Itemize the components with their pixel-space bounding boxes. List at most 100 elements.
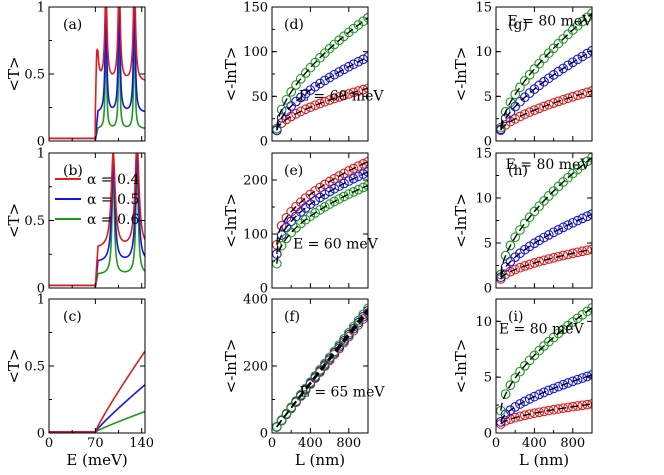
y-tick-label: 400	[243, 293, 268, 308]
data-point	[577, 373, 588, 383]
data-point	[577, 88, 588, 99]
data-point	[510, 402, 521, 412]
x-tick-label: 0	[45, 436, 53, 451]
data-point	[310, 208, 321, 218]
panel-e: 0 100 200 (e) E = 60 meV <-lnT>	[222, 152, 379, 297]
data-point	[563, 378, 573, 388]
data-point	[305, 199, 316, 210]
y-axis-label: <-lnT>	[222, 339, 240, 394]
data-point	[281, 233, 292, 244]
data-point	[329, 93, 340, 104]
data-point	[291, 108, 301, 119]
y-tick-label: 200	[243, 174, 268, 189]
data-point	[319, 96, 330, 107]
data-point	[519, 410, 530, 421]
data-point	[305, 102, 316, 113]
data-point	[534, 58, 545, 69]
data-point	[315, 192, 325, 203]
fit-line	[276, 17, 368, 129]
data-point	[353, 56, 364, 67]
data-point	[281, 94, 292, 105]
data-point	[329, 173, 340, 184]
fit-line	[500, 307, 592, 411]
data-point	[319, 358, 330, 369]
y-tick-label: 0	[260, 282, 268, 297]
data-point	[587, 244, 592, 255]
panel-a-frame	[48, 6, 146, 142]
panel-f-data	[272, 303, 368, 432]
data-point	[543, 405, 554, 416]
data-point	[524, 212, 535, 223]
panel-d-frame	[271, 6, 369, 142]
data-point	[329, 196, 340, 207]
data-point	[348, 186, 359, 197]
fit-line	[500, 403, 592, 425]
y-axis-label: <T>	[5, 203, 23, 238]
data-point	[500, 250, 511, 261]
data-point	[339, 178, 349, 189]
data-point	[572, 374, 583, 385]
data-point	[524, 355, 535, 366]
data-point	[548, 404, 559, 415]
data-point	[300, 383, 311, 394]
y-axis-label: <-lnT>	[452, 193, 470, 248]
data-point	[505, 97, 516, 108]
data-point	[319, 75, 330, 86]
panel-e-frame	[271, 152, 369, 289]
y-tick-label: 0	[260, 135, 268, 150]
data-point	[510, 114, 521, 124]
y-tick-label: 10	[475, 192, 492, 207]
data-point	[534, 201, 545, 211]
data-point	[329, 69, 340, 80]
data-point	[572, 90, 583, 101]
data-point	[553, 251, 564, 262]
panel-b: 0 0.5 1 (b) <T>	[5, 147, 146, 297]
data-point	[567, 376, 578, 387]
data-point	[276, 240, 287, 251]
data-point	[324, 352, 335, 363]
data-point	[558, 94, 569, 105]
data-point	[343, 189, 354, 199]
energy-annotation: E = 80 meV	[506, 157, 592, 173]
data-point	[310, 100, 321, 111]
data-point	[505, 240, 516, 251]
data-point	[543, 254, 554, 264]
data-point	[572, 215, 583, 226]
fit-line	[276, 56, 368, 131]
data-point	[310, 195, 321, 206]
data-point	[305, 377, 316, 388]
data-point	[577, 246, 588, 257]
data-point	[524, 394, 535, 404]
data-point	[363, 12, 368, 23]
data-point	[276, 415, 287, 425]
data-point	[300, 104, 311, 115]
panel-i-frame	[495, 298, 593, 434]
data-point	[510, 412, 521, 423]
x-axis-label: L (nm)	[295, 451, 345, 469]
data-point	[587, 209, 592, 220]
panel-tag: (d)	[284, 17, 304, 33]
data-point	[339, 90, 349, 101]
panel-tag: (c)	[63, 309, 82, 325]
data-point	[529, 105, 540, 115]
data-point	[572, 247, 583, 258]
y-tick-label: 5	[484, 90, 492, 105]
panel-tag: (e)	[284, 163, 303, 179]
panel-g: 0 5 10 15 (g)E = 80 meV <-lnT>	[452, 1, 593, 150]
y-axis-label: <T>	[5, 348, 23, 383]
y-tick-label: 0	[260, 427, 268, 442]
y-tick-label: 5	[484, 371, 492, 386]
panel-tag: (f)	[284, 309, 300, 325]
fit-line	[500, 50, 592, 130]
data-point	[363, 167, 368, 177]
y-tick-label: 0	[37, 282, 45, 297]
y-tick-label: 0	[484, 427, 492, 442]
data-point	[339, 64, 349, 75]
data-point	[529, 206, 540, 217]
data-point	[339, 191, 349, 202]
energy-annotation: E = 80 meV	[499, 321, 585, 337]
y-tick-label: 15	[475, 147, 492, 162]
data-point	[524, 259, 535, 270]
panel-c-frame	[48, 298, 146, 434]
data-point	[587, 153, 592, 163]
